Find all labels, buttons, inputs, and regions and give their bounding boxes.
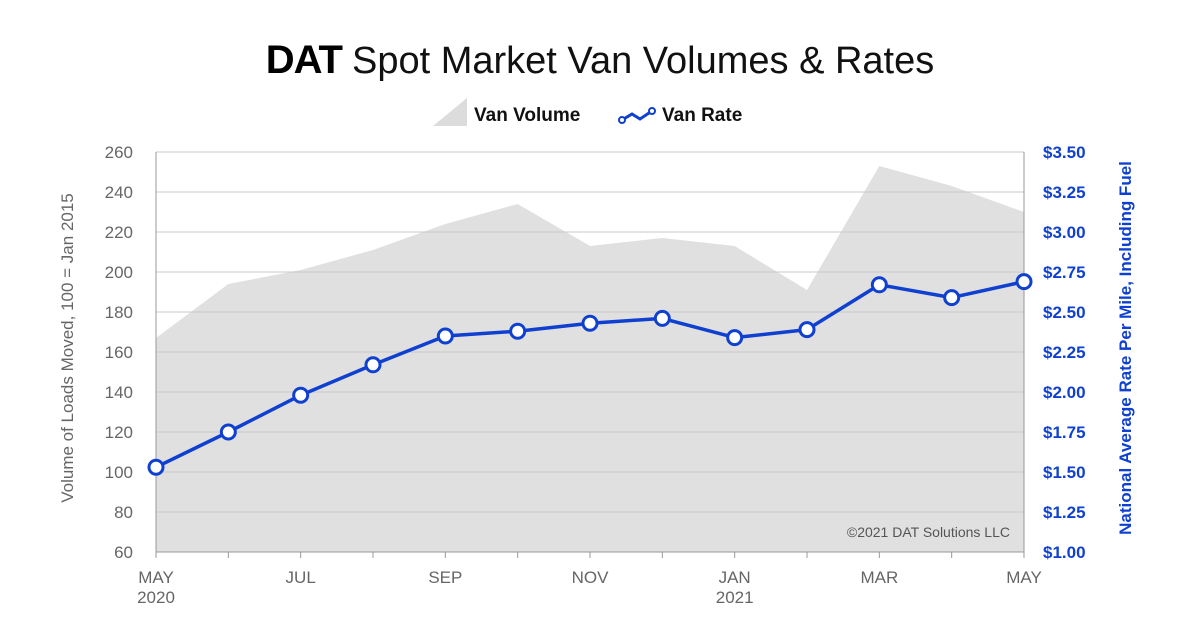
y-right-tick-label: $2.25: [1043, 343, 1086, 362]
y-right-axis-title: National Average Rate Per Mile, Includin…: [1116, 161, 1135, 535]
x-tick-label: JUL: [286, 568, 316, 587]
y-left-tick-label: 220: [105, 223, 133, 242]
van-rate-point: [653, 309, 671, 327]
y-right-tick-label: $3.50: [1043, 143, 1086, 162]
y-left-tick-label: 60: [114, 543, 133, 562]
x-tick-label: MAY: [1006, 568, 1042, 587]
van-rate-point: [726, 329, 744, 347]
y-right-tick-label: $2.00: [1043, 383, 1086, 402]
legend-rate-swatch-icon: [621, 109, 653, 122]
van-rate-point: [219, 423, 237, 441]
y-left-tick-label: 160: [105, 343, 133, 362]
x-tick-label: 2021: [716, 588, 754, 607]
y-right-tick-label: $1.00: [1043, 543, 1086, 562]
y-right-tick-label: $3.00: [1043, 223, 1086, 242]
copyright-text: ©2021 DAT Solutions LLC: [847, 524, 1010, 540]
legend: Van Volume Van Rate: [433, 98, 742, 126]
y-right-tick-label: $1.25: [1043, 503, 1086, 522]
van-rate-point: [870, 276, 888, 294]
y-right-tick-label: $1.75: [1043, 423, 1086, 442]
van-rate-point: [509, 322, 527, 340]
x-tick-label: MAR: [860, 568, 898, 587]
y-right-tick-label: $2.50: [1043, 303, 1086, 322]
van-volume-area: [156, 166, 1024, 552]
van-rate-point: [1015, 273, 1033, 291]
van-rate-point: [581, 314, 599, 332]
van-rate-point: [436, 327, 454, 345]
x-tick-label: 2020: [137, 588, 175, 607]
y-right-tick-label: $2.75: [1043, 263, 1086, 282]
legend-volume-swatch-icon: [433, 98, 467, 126]
x-tick-label: MAY: [138, 568, 174, 587]
chart-title: DAT Spot Market Van Volumes & Rates: [266, 38, 935, 82]
van-rate-point: [364, 356, 382, 374]
rate-line-layer: [147, 273, 1033, 476]
y-right-tick-label: $3.25: [1043, 183, 1086, 202]
y-left-tick-label: 80: [114, 503, 133, 522]
y-left-tick-label: 100: [105, 463, 133, 482]
y-left-tick-label: 180: [105, 303, 133, 322]
legend-rate-marker-start-icon: [618, 116, 626, 124]
axis-layer: 260 $3.50 240 $3.25 220 $3.00 200 $2.75 180 $2.50…: [105, 143, 1086, 607]
legend-rate-marker-end-icon: [648, 107, 656, 115]
y-left-axis-title: Volume of Loads Moved, 100 = Jan 2015: [58, 193, 77, 503]
chart-title-text: Spot Market Van Volumes & Rates: [352, 40, 934, 82]
van-rate-point: [798, 321, 816, 339]
legend-rate-label: Van Rate: [662, 105, 742, 126]
volume-area-layer: [156, 166, 1024, 552]
y-left-tick-label: 120: [105, 423, 133, 442]
y-left-tick-label: 240: [105, 183, 133, 202]
legend-volume-label: Van Volume: [474, 105, 580, 126]
x-tick-label: JAN: [719, 568, 751, 587]
x-tick-label: SEP: [428, 568, 462, 587]
van-rate-point: [943, 289, 961, 307]
y-right-tick-label: $1.50: [1043, 463, 1086, 482]
van-rate-point: [147, 458, 165, 476]
y-left-tick-label: 140: [105, 383, 133, 402]
y-left-tick-label: 200: [105, 263, 133, 282]
y-left-tick-label: 260: [105, 143, 133, 162]
x-tick-label: NOV: [572, 568, 610, 587]
chart-title-brand: DAT: [266, 38, 343, 82]
van-rate-point: [292, 386, 310, 404]
